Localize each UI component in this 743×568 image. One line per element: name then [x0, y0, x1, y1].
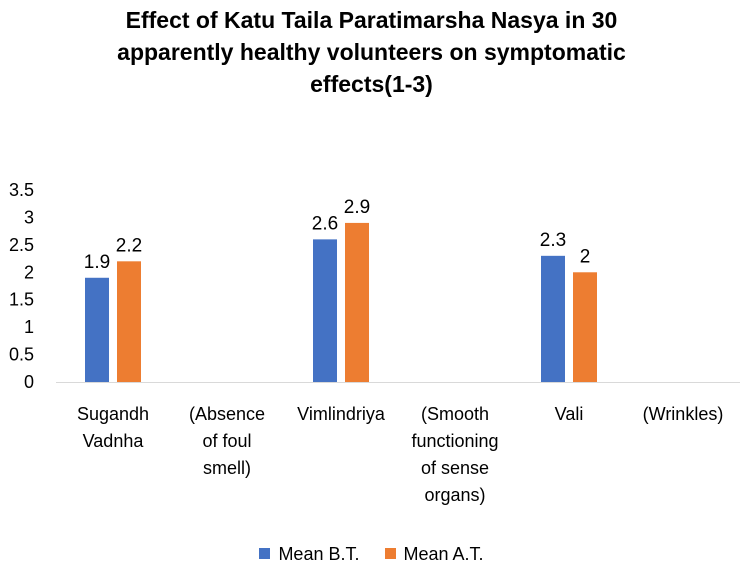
y-tick-label: 1.5	[9, 290, 34, 310]
bar	[85, 277, 109, 382]
x-category-label-line: of sense	[421, 458, 489, 478]
x-category-label-line: Vimlindriya	[297, 404, 386, 424]
x-category-label-line: smell)	[203, 458, 251, 478]
chart-title-line-1: Effect of Katu Taila Paratimarsha Nasya …	[125, 7, 618, 33]
x-category-label: (Wrinkles)	[643, 404, 724, 424]
x-category-label: Vali	[555, 404, 584, 424]
y-tick-label: 0.5	[9, 345, 34, 365]
bar	[345, 222, 369, 382]
data-label: 1.9	[84, 252, 110, 273]
chart-title-line-3: effects(1-3)	[310, 71, 433, 97]
x-category-label: (Smooth functioning of sense organs)	[411, 404, 498, 505]
x-category-label-line: functioning	[411, 431, 498, 451]
y-tick-label: 2	[24, 262, 34, 282]
x-category-label-line: (Smooth	[421, 404, 489, 424]
data-label: 2.6	[312, 213, 338, 234]
x-category-label: Vimlindriya	[297, 404, 386, 424]
x-category-label-line: of foul	[202, 431, 251, 451]
data-label: 2	[580, 246, 591, 267]
x-category-label-line: organs)	[424, 485, 485, 505]
x-category-label: Sugandh Vadnha	[77, 404, 149, 451]
x-category-label: (Absence of foul smell)	[189, 404, 265, 478]
chart-title-line-2: apparently healthy volunteers on symptom…	[117, 39, 626, 65]
legend-label-mean-at: Mean A.T.	[403, 544, 484, 564]
chart-legend: Mean B.T. Mean A.T.	[0, 544, 743, 565]
data-label: 2.9	[344, 197, 370, 218]
bar	[117, 261, 141, 382]
bar	[541, 255, 565, 382]
data-label: 2.3	[540, 230, 566, 251]
y-tick-label: 3.5	[9, 180, 34, 200]
y-tick-label: 1	[24, 317, 34, 337]
x-category-label-line: (Absence	[189, 404, 265, 424]
legend-item-mean-bt: Mean B.T.	[259, 544, 359, 565]
legend-item-mean-at: Mean A.T.	[384, 544, 484, 565]
legend-label-mean-bt: Mean B.T.	[278, 544, 360, 564]
x-category-label-line: (Wrinkles)	[643, 404, 724, 424]
legend-swatch-mean-at	[384, 548, 396, 559]
x-category-label-line: Vali	[555, 404, 584, 424]
data-label: 2.2	[116, 235, 142, 256]
chart-title: Effect of Katu Taila Paratimarsha Nasya …	[0, 4, 743, 100]
y-tick-label: 2.5	[9, 235, 34, 255]
x-category-label-line: Sugandh	[77, 404, 149, 424]
bar	[313, 239, 337, 382]
bar	[573, 272, 597, 382]
legend-swatch-mean-bt	[259, 548, 271, 559]
x-category-label-line: Vadnha	[83, 431, 145, 451]
y-tick-label: 3	[24, 207, 34, 227]
y-tick-label: 0	[24, 372, 34, 392]
